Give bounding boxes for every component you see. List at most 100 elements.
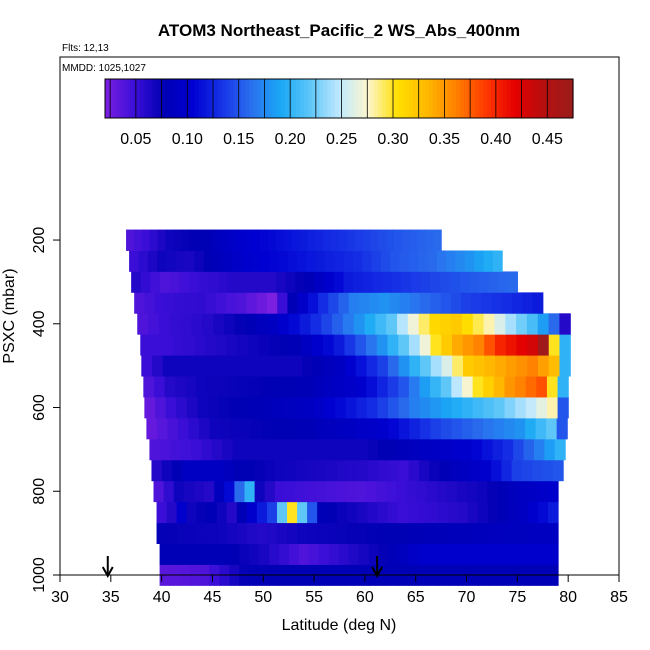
- colorbar-swatch: [530, 79, 535, 118]
- heatmap-cell: [473, 334, 485, 356]
- colorbar-swatch: [417, 79, 422, 118]
- heatmap-cell: [449, 271, 461, 293]
- colorbar-swatch: [108, 79, 114, 118]
- heatmap-cell: [527, 501, 539, 524]
- heatmap-cell: [198, 271, 209, 293]
- heatmap-cell: [557, 397, 569, 419]
- x-tick-label: 45: [204, 589, 222, 606]
- colorbar-swatch: [276, 79, 282, 118]
- heatmap-cell: [195, 292, 207, 314]
- heatmap-cell: [144, 397, 156, 419]
- heatmap-cell: [487, 501, 499, 524]
- heatmap-cell: [450, 438, 462, 461]
- heatmap-cell: [470, 459, 482, 482]
- colorbar-swatch: [245, 79, 250, 118]
- heatmap-cell: [176, 501, 188, 524]
- heatmap-cell: [357, 501, 368, 524]
- heatmap-cell: [376, 334, 389, 356]
- heatmap-cell: [399, 292, 411, 314]
- heatmap-cell: [151, 334, 163, 356]
- colorbar-swatch: [541, 79, 547, 118]
- heatmap-cell: [397, 313, 409, 335]
- heatmap-cell: [447, 501, 459, 524]
- heatmap-cell: [314, 417, 326, 440]
- heatmap-cell: [497, 480, 509, 503]
- colorbar-swatch: [553, 79, 558, 118]
- heatmap-cell: [226, 334, 238, 356]
- heatmap-cell: [159, 438, 171, 461]
- heatmap-cell: [313, 397, 326, 419]
- latitude-arrow-head: [371, 566, 383, 579]
- heatmap-cell: [149, 438, 161, 461]
- heatmap-cell: [356, 417, 368, 440]
- heatmap-cell: [370, 229, 379, 251]
- heatmap-cell: [161, 334, 174, 356]
- colorbar-swatch: [378, 79, 383, 118]
- heatmap-cell: [334, 376, 346, 398]
- heatmap-cell: [263, 438, 275, 461]
- colorbar-swatch: [210, 79, 215, 118]
- heatmap-cell: [451, 334, 464, 356]
- heatmap-cell: [527, 355, 539, 377]
- heatmap-cell: [293, 417, 305, 440]
- heatmap-cell: [325, 480, 337, 503]
- colorbar-swatch: [413, 79, 418, 118]
- heatmap-cell: [343, 271, 354, 293]
- heatmap-cell: [377, 522, 388, 544]
- heatmap-cell: [483, 417, 495, 440]
- heatmap-cell: [223, 459, 235, 482]
- heatmap-cell: [157, 229, 167, 251]
- heatmap-cell: [307, 501, 318, 524]
- heatmap-cell: [222, 250, 233, 272]
- y-tick-label: 600: [31, 394, 48, 421]
- heatmap-cell: [244, 459, 255, 482]
- heatmap-cell: [313, 376, 325, 398]
- heatmap-cell: [169, 313, 182, 335]
- heatmap-cell: [366, 376, 378, 398]
- heatmap-cell: [334, 355, 346, 377]
- y-axis-label: PSXC (mbar): [1, 268, 18, 363]
- heatmap-cell: [494, 313, 506, 335]
- colorbar-swatch: [144, 79, 149, 118]
- date-note: MMDD: 1025,1027: [62, 63, 146, 74]
- heatmap-cell: [417, 229, 426, 251]
- heatmap-cell: [291, 355, 303, 377]
- heatmap-cell: [245, 313, 257, 335]
- heatmap-cell: [326, 438, 338, 461]
- heatmap-cell: [153, 480, 165, 503]
- colorbar-swatch: [428, 79, 434, 118]
- heatmap-cell: [170, 438, 182, 461]
- heatmap-cell: [546, 417, 558, 440]
- heatmap-cell: [548, 313, 560, 335]
- heatmap-cell: [484, 355, 496, 377]
- x-tick-label: 70: [458, 589, 476, 606]
- heatmap-cell: [477, 501, 489, 524]
- heatmap-cell: [301, 334, 313, 356]
- colorbar-swatch: [549, 79, 555, 118]
- colorbar-swatch: [264, 79, 270, 118]
- heatmap-cell: [456, 480, 468, 503]
- colorbar-swatch: [140, 79, 145, 118]
- heatmap-cell: [183, 334, 195, 356]
- heatmap-cell: [256, 271, 267, 293]
- heatmap-cell: [284, 480, 296, 503]
- heatmap-cell: [149, 229, 159, 251]
- colorbar-tick-label: 0.30: [377, 131, 408, 148]
- colorbar-swatch: [463, 79, 469, 118]
- heatmap-cell: [537, 480, 549, 503]
- colorbar-swatch: [229, 79, 235, 118]
- colorbar-swatch: [366, 79, 371, 118]
- heatmap-cell: [516, 334, 528, 356]
- heatmap-cell: [226, 292, 237, 314]
- heatmap-cell: [151, 459, 163, 482]
- heatmap-cell: [291, 229, 300, 251]
- heatmap-cell: [205, 292, 217, 314]
- heatmap-cell: [401, 229, 411, 251]
- heatmap-cell: [230, 417, 242, 440]
- heatmap-cell: [554, 438, 566, 461]
- heatmap-cell: [259, 229, 269, 251]
- heatmap-cell: [246, 292, 258, 314]
- colorbar-swatch: [198, 79, 204, 118]
- heatmap-cell: [140, 334, 152, 356]
- heatmap-cell: [505, 334, 518, 356]
